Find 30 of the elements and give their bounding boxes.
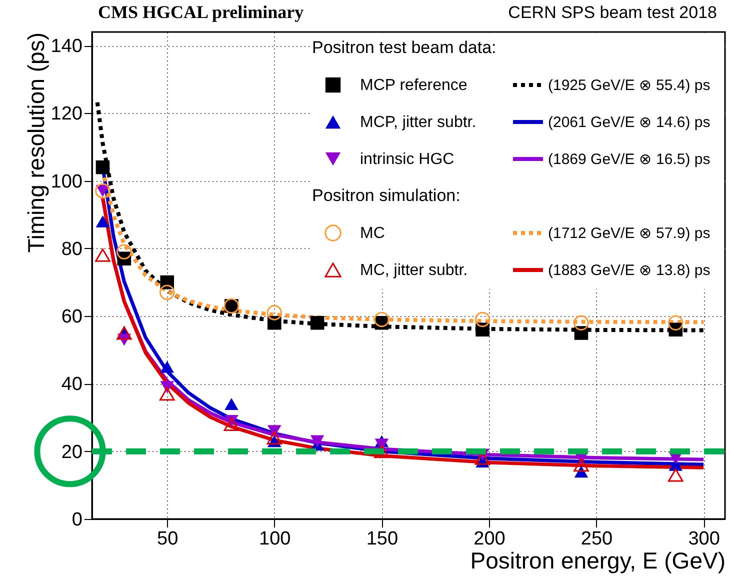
y-tick-label: 60 bbox=[61, 306, 82, 328]
annotation: Positron test beam data: bbox=[312, 38, 496, 57]
x-tick-label: 250 bbox=[580, 528, 613, 550]
y-tick-label: 80 bbox=[61, 238, 82, 260]
legend-label: (1869 GeV/E ⊗ 16.5) ps bbox=[548, 151, 710, 168]
chart-title: CMS HGCAL preliminary bbox=[98, 2, 304, 22]
annotation: Positron simulation: bbox=[312, 186, 460, 205]
legend-label: MCP, jitter subtr. bbox=[360, 114, 476, 131]
x-tick-label: 100 bbox=[259, 528, 291, 550]
y-tick-label: 120 bbox=[50, 104, 82, 125]
y-tick-label: 100 bbox=[50, 171, 82, 192]
legend-label: (1712 GeV/E ⊗ 57.9) ps bbox=[548, 225, 710, 242]
x-axis-title: Positron energy, E (GeV) bbox=[470, 548, 726, 574]
x-tick-label: 300 bbox=[688, 528, 720, 550]
legend-label: MCP reference bbox=[360, 77, 468, 94]
x-tick-label: 50 bbox=[157, 528, 178, 550]
x-tick-label: 150 bbox=[366, 528, 398, 550]
y-tick-label: 140 bbox=[50, 36, 82, 58]
legend-label: (1925 GeV/E ⊗ 55.4) ps bbox=[548, 77, 710, 94]
y-axis-title: Timing resolution (ps) bbox=[22, 32, 49, 253]
legend-label: MC bbox=[360, 225, 385, 242]
legend-label: MC, jitter subtr. bbox=[360, 262, 468, 279]
chart-subtitle: CERN SPS beam test 2018 bbox=[508, 3, 717, 22]
legend-label: intrinsic HGC bbox=[360, 151, 454, 168]
y-tick-label: 40 bbox=[61, 374, 82, 396]
y-tick-label: 0 bbox=[72, 510, 82, 530]
y-tick-label: 20 bbox=[61, 442, 82, 463]
x-tick-label: 200 bbox=[474, 528, 506, 550]
legend-label: (1883 GeV/E ⊗ 13.8) ps bbox=[548, 262, 710, 279]
legend-label: (2061 GeV/E ⊗ 14.6) ps bbox=[548, 114, 710, 131]
